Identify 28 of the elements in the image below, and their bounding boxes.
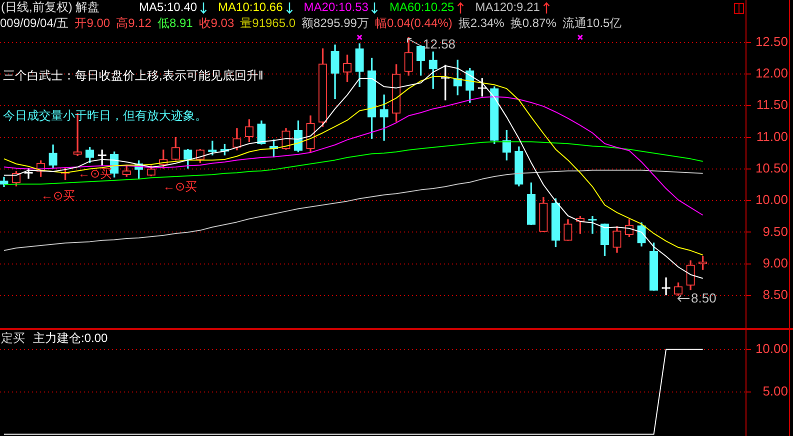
annotation: 12.58 [423, 36, 456, 52]
text: MA5:10.40 [139, 0, 198, 15]
text: MA10:10.66 [218, 0, 283, 15]
y-tick-label: 10.00 [755, 192, 788, 208]
annotation: ←⊙买 [78, 166, 112, 182]
y-tick-label: 12.50 [755, 34, 788, 49]
chart-title: (日线,前复权) 解盘 [1, 0, 100, 15]
y-tick-label: 11.50 [756, 97, 788, 112]
text: MA60:10.25 [389, 0, 454, 15]
y-tick-label: 11.00 [756, 128, 788, 144]
candlestick [380, 94, 388, 141]
y-tick-label: 9.50 [762, 224, 788, 239]
annotation: 8.50 [691, 290, 716, 306]
y-tick-label: 9.00 [762, 255, 788, 270]
y-tick-label: 10.50 [755, 160, 788, 176]
text: 009/09/04/五 开9.00 高9.12 低8.91 收9.03 量91965.0 额8295.99万 幅0.04(0.44%) 振2.34% 换0.87% 流通10.5亿 [0, 16, 622, 30]
chart-title: 定买 [1, 331, 25, 346]
annotation: ←⊙买 [163, 180, 198, 194]
text: 主力建仓:0.00 [33, 331, 108, 346]
y-tick-label: 12.00 [755, 66, 788, 81]
annotation: 三个白武士：每日收盘价上移,表示可能见底回升‖ [3, 68, 264, 84]
annotation: ←⊙买 [41, 188, 76, 204]
y-tick-label: 8.50 [762, 287, 788, 302]
text: MA120:9.21 [475, 0, 540, 15]
y-tick-label: 5.00 [762, 383, 788, 398]
y-tick-label: 10.00 [755, 340, 788, 356]
candlestick [662, 277, 670, 296]
text: MA20:10.53 [304, 0, 368, 15]
